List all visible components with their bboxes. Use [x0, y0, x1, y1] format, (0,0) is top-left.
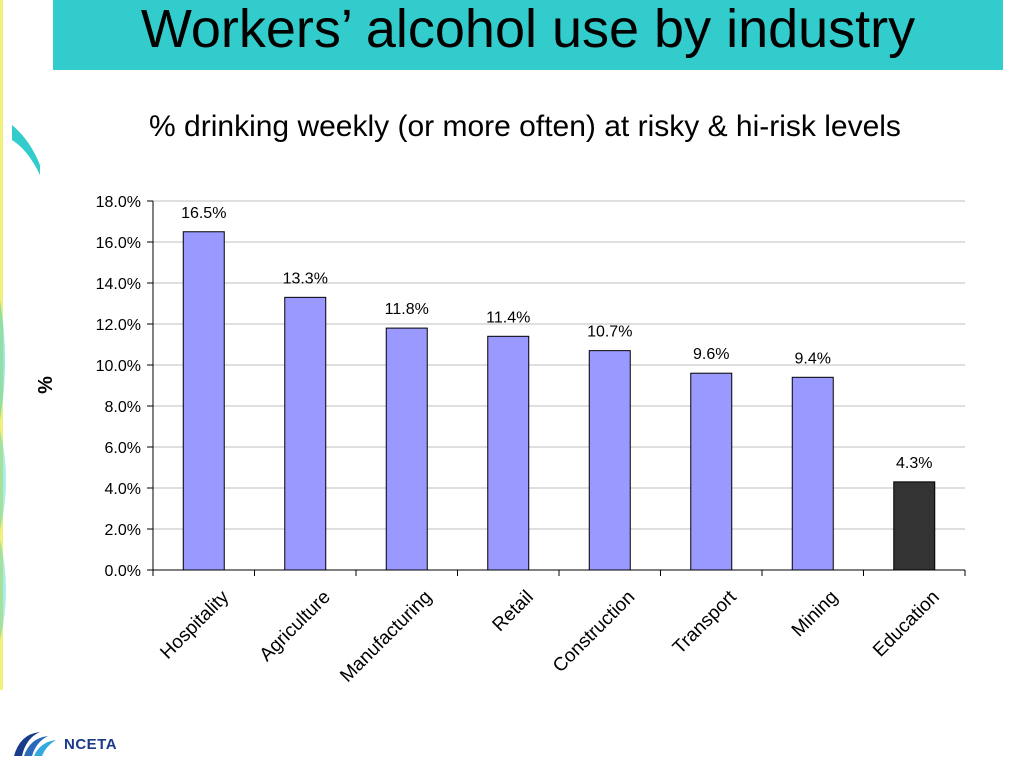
y-axis-label: %	[35, 376, 57, 394]
data-label: 16.5%	[181, 205, 226, 222]
data-label: 13.3%	[283, 270, 328, 287]
x-tick-label: Mining	[788, 587, 842, 641]
nceta-logo: NCETA	[6, 726, 136, 762]
bar	[791, 376, 834, 571]
y-tick-label: 14.0%	[96, 276, 141, 293]
x-tick-label: Transport	[669, 586, 741, 658]
bar	[690, 372, 733, 571]
y-tick-label: 18.0%	[96, 194, 141, 211]
page-title: Workers’ alcohol use by industry	[140, 0, 916, 59]
data-label: 11.4%	[486, 309, 530, 326]
bar	[284, 296, 327, 571]
data-label: 10.7%	[587, 324, 632, 341]
y-tick-label: 16.0%	[96, 235, 141, 252]
data-label: 11.8%	[385, 301, 429, 318]
title-bar: Workers’ alcohol use by industry	[53, 0, 1003, 70]
y-tick-label: 6.0%	[105, 440, 141, 457]
chart-title: % drinking weekly (or more often) at ris…	[149, 110, 901, 143]
logo-text: NCETA	[64, 736, 118, 753]
grid-lines	[153, 200, 965, 530]
x-tick-label: Education	[869, 587, 944, 662]
bar	[385, 327, 428, 571]
y-tick-label: 0.0%	[105, 563, 141, 580]
data-label: 9.4%	[795, 350, 831, 367]
nceta-swirl-icon	[14, 732, 56, 756]
y-tick-label: 12.0%	[96, 317, 141, 334]
bar	[893, 481, 936, 571]
bar	[588, 350, 631, 571]
y-tick-label: 10.0%	[96, 358, 141, 375]
x-tick-label: Construction	[549, 587, 639, 677]
axes	[147, 200, 966, 576]
y-tick-label: 4.0%	[105, 481, 141, 498]
bars	[182, 231, 936, 571]
x-tick-label: Agriculture	[256, 587, 335, 666]
y-tick-label: 2.0%	[105, 522, 141, 539]
y-tick-label: 8.0%	[105, 399, 141, 416]
x-tick-label: Hospitality	[156, 586, 233, 663]
left-decoration	[0, 0, 40, 690]
x-tick-label: Retail	[489, 587, 538, 636]
data-label: 9.6%	[693, 346, 729, 363]
x-tick-label: Manufacturing	[336, 587, 436, 687]
data-label: 4.3%	[896, 455, 932, 472]
bar	[182, 231, 225, 571]
bar	[487, 335, 530, 571]
